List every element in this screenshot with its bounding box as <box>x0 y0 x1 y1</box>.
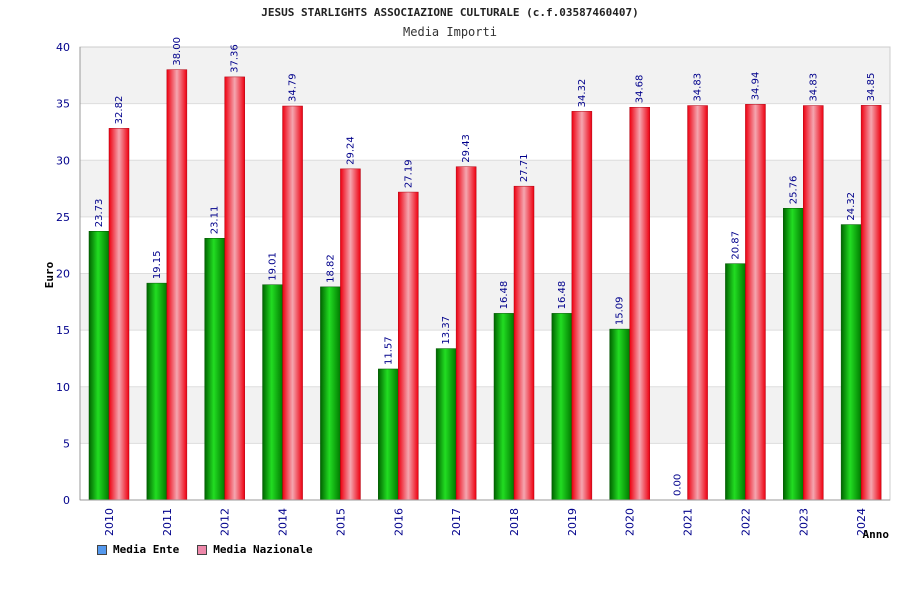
data-label: 38.00 <box>172 37 183 66</box>
y-tick-label: 30 <box>56 154 70 167</box>
bar <box>378 368 399 501</box>
data-label: 15.09 <box>615 296 626 325</box>
bar <box>725 263 746 501</box>
data-label: 34.83 <box>693 73 704 102</box>
bar <box>88 231 110 501</box>
data-label: 24.32 <box>846 192 857 221</box>
y-tick-label: 20 <box>56 268 70 281</box>
x-tick-label: 2024 <box>855 508 868 536</box>
plot-band <box>80 47 890 104</box>
legend-label-nazionale: Media Nazionale <box>213 543 313 556</box>
data-label: 19.01 <box>268 252 279 281</box>
y-tick-label: 5 <box>63 437 70 450</box>
x-tick-label: 2020 <box>624 508 637 536</box>
x-tick-label: 2017 <box>450 508 463 536</box>
bar <box>455 166 477 501</box>
legend-item-ente: Media Ente <box>97 543 179 556</box>
legend-item-nazionale: Media Nazionale <box>197 543 313 556</box>
bar <box>493 313 515 501</box>
data-label: 23.11 <box>210 206 221 235</box>
data-label: 34.85 <box>866 73 877 102</box>
data-label: 37.36 <box>230 44 241 73</box>
bar <box>398 191 419 501</box>
data-label: 23.73 <box>94 199 105 228</box>
chart-title: JESUS STARLIGHTS ASSOCIAZIONE CULTURALE … <box>261 6 639 19</box>
bar <box>745 104 766 501</box>
bar <box>629 106 650 501</box>
bar <box>340 168 361 501</box>
legend-swatch-nazionale <box>197 544 208 555</box>
bar <box>840 224 862 501</box>
bar <box>224 76 245 501</box>
legend-label-ente: Media Ente <box>113 543 180 556</box>
bar <box>513 185 535 501</box>
bar <box>320 286 341 501</box>
data-label: 34.83 <box>808 73 819 102</box>
x-tick-label: 2021 <box>682 508 695 536</box>
y-tick-label: 40 <box>56 41 70 54</box>
x-tick-label: 2014 <box>277 508 290 536</box>
y-tick-label: 10 <box>56 381 70 394</box>
y-axis-title: Euro <box>43 261 56 288</box>
data-label: 16.48 <box>557 281 568 310</box>
plot-band <box>80 216 890 274</box>
data-label: 34.94 <box>750 72 761 101</box>
chart-subtitle: Media Importi <box>403 25 497 39</box>
data-label: 16.48 <box>499 281 510 310</box>
data-label: 29.43 <box>461 134 472 163</box>
y-tick-label: 35 <box>56 98 70 111</box>
bar <box>262 284 283 501</box>
bar <box>108 128 130 501</box>
data-label: 18.82 <box>325 254 336 283</box>
bar <box>783 208 804 501</box>
data-label: 11.57 <box>383 336 394 365</box>
x-tick-label: 2012 <box>219 508 232 536</box>
data-label: 27.19 <box>403 159 414 188</box>
bar <box>282 105 303 501</box>
bar <box>609 328 630 501</box>
data-label: 0.00 <box>673 474 684 496</box>
data-label: 20.87 <box>730 231 741 260</box>
bar <box>551 313 573 501</box>
plot-band <box>80 330 890 387</box>
bar <box>204 238 225 501</box>
bar <box>860 105 882 501</box>
plot-band <box>80 103 890 161</box>
data-label: 25.76 <box>788 176 799 205</box>
x-tick-label: 2010 <box>103 508 116 536</box>
x-tick-label: 2022 <box>739 508 752 536</box>
legend-swatch-ente <box>97 544 107 555</box>
data-label: 29.24 <box>345 136 356 165</box>
bar <box>146 282 168 501</box>
x-tick-label: 2018 <box>508 508 521 536</box>
plot-band <box>80 160 890 217</box>
bar <box>803 105 824 501</box>
bar <box>435 348 457 501</box>
data-label: 34.32 <box>577 79 588 108</box>
plot-band <box>80 443 890 500</box>
data-label: 34.79 <box>288 73 299 102</box>
y-tick-label: 25 <box>56 211 70 224</box>
data-label: 32.82 <box>114 96 125 125</box>
data-label: 13.37 <box>441 316 452 345</box>
x-tick-label: 2023 <box>797 508 810 536</box>
data-label: 34.68 <box>635 75 646 104</box>
x-tick-label: 2016 <box>392 508 405 536</box>
x-axis-title: Anno <box>863 528 890 541</box>
bar <box>166 69 188 501</box>
bar <box>571 111 593 501</box>
y-tick-label: 0 <box>63 494 70 507</box>
x-tick-label: 2019 <box>566 508 579 536</box>
x-tick-label: 2011 <box>161 508 174 536</box>
bar <box>687 105 708 501</box>
legend: Media Ente Media Nazionale <box>97 543 313 556</box>
x-tick-label: 2015 <box>334 508 347 536</box>
data-label: 27.71 <box>519 154 530 183</box>
y-tick-label: 15 <box>56 324 70 337</box>
data-label: 19.15 <box>152 250 163 279</box>
plot-band <box>80 273 890 331</box>
plot-band <box>80 386 890 444</box>
